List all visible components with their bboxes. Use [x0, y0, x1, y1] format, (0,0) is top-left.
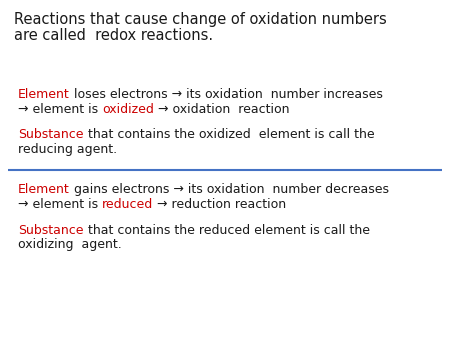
- Text: → element is: → element is: [18, 198, 102, 211]
- Text: Reactions that cause change of oxidation numbers: Reactions that cause change of oxidation…: [14, 12, 387, 27]
- Text: reduced: reduced: [102, 198, 153, 211]
- Text: → oxidation  reaction: → oxidation reaction: [154, 103, 289, 116]
- Text: that contains the reduced element is call the: that contains the reduced element is cal…: [84, 223, 369, 237]
- Text: are called  redox reactions.: are called redox reactions.: [14, 28, 213, 43]
- Text: Element: Element: [18, 183, 70, 196]
- Text: oxidizing  agent.: oxidizing agent.: [18, 238, 122, 251]
- Text: oxidized: oxidized: [102, 103, 154, 116]
- Text: loses electrons → its oxidation  number increases: loses electrons → its oxidation number i…: [70, 88, 382, 101]
- Text: reducing agent.: reducing agent.: [18, 143, 117, 156]
- Text: → element is: → element is: [18, 103, 102, 116]
- Text: that contains the oxidized  element is call the: that contains the oxidized element is ca…: [84, 128, 374, 142]
- Text: Substance: Substance: [18, 223, 84, 237]
- Text: → reduction reaction: → reduction reaction: [153, 198, 287, 211]
- Text: gains electrons → its oxidation  number decreases: gains electrons → its oxidation number d…: [70, 183, 389, 196]
- Text: Substance: Substance: [18, 128, 84, 142]
- Text: Element: Element: [18, 88, 70, 101]
